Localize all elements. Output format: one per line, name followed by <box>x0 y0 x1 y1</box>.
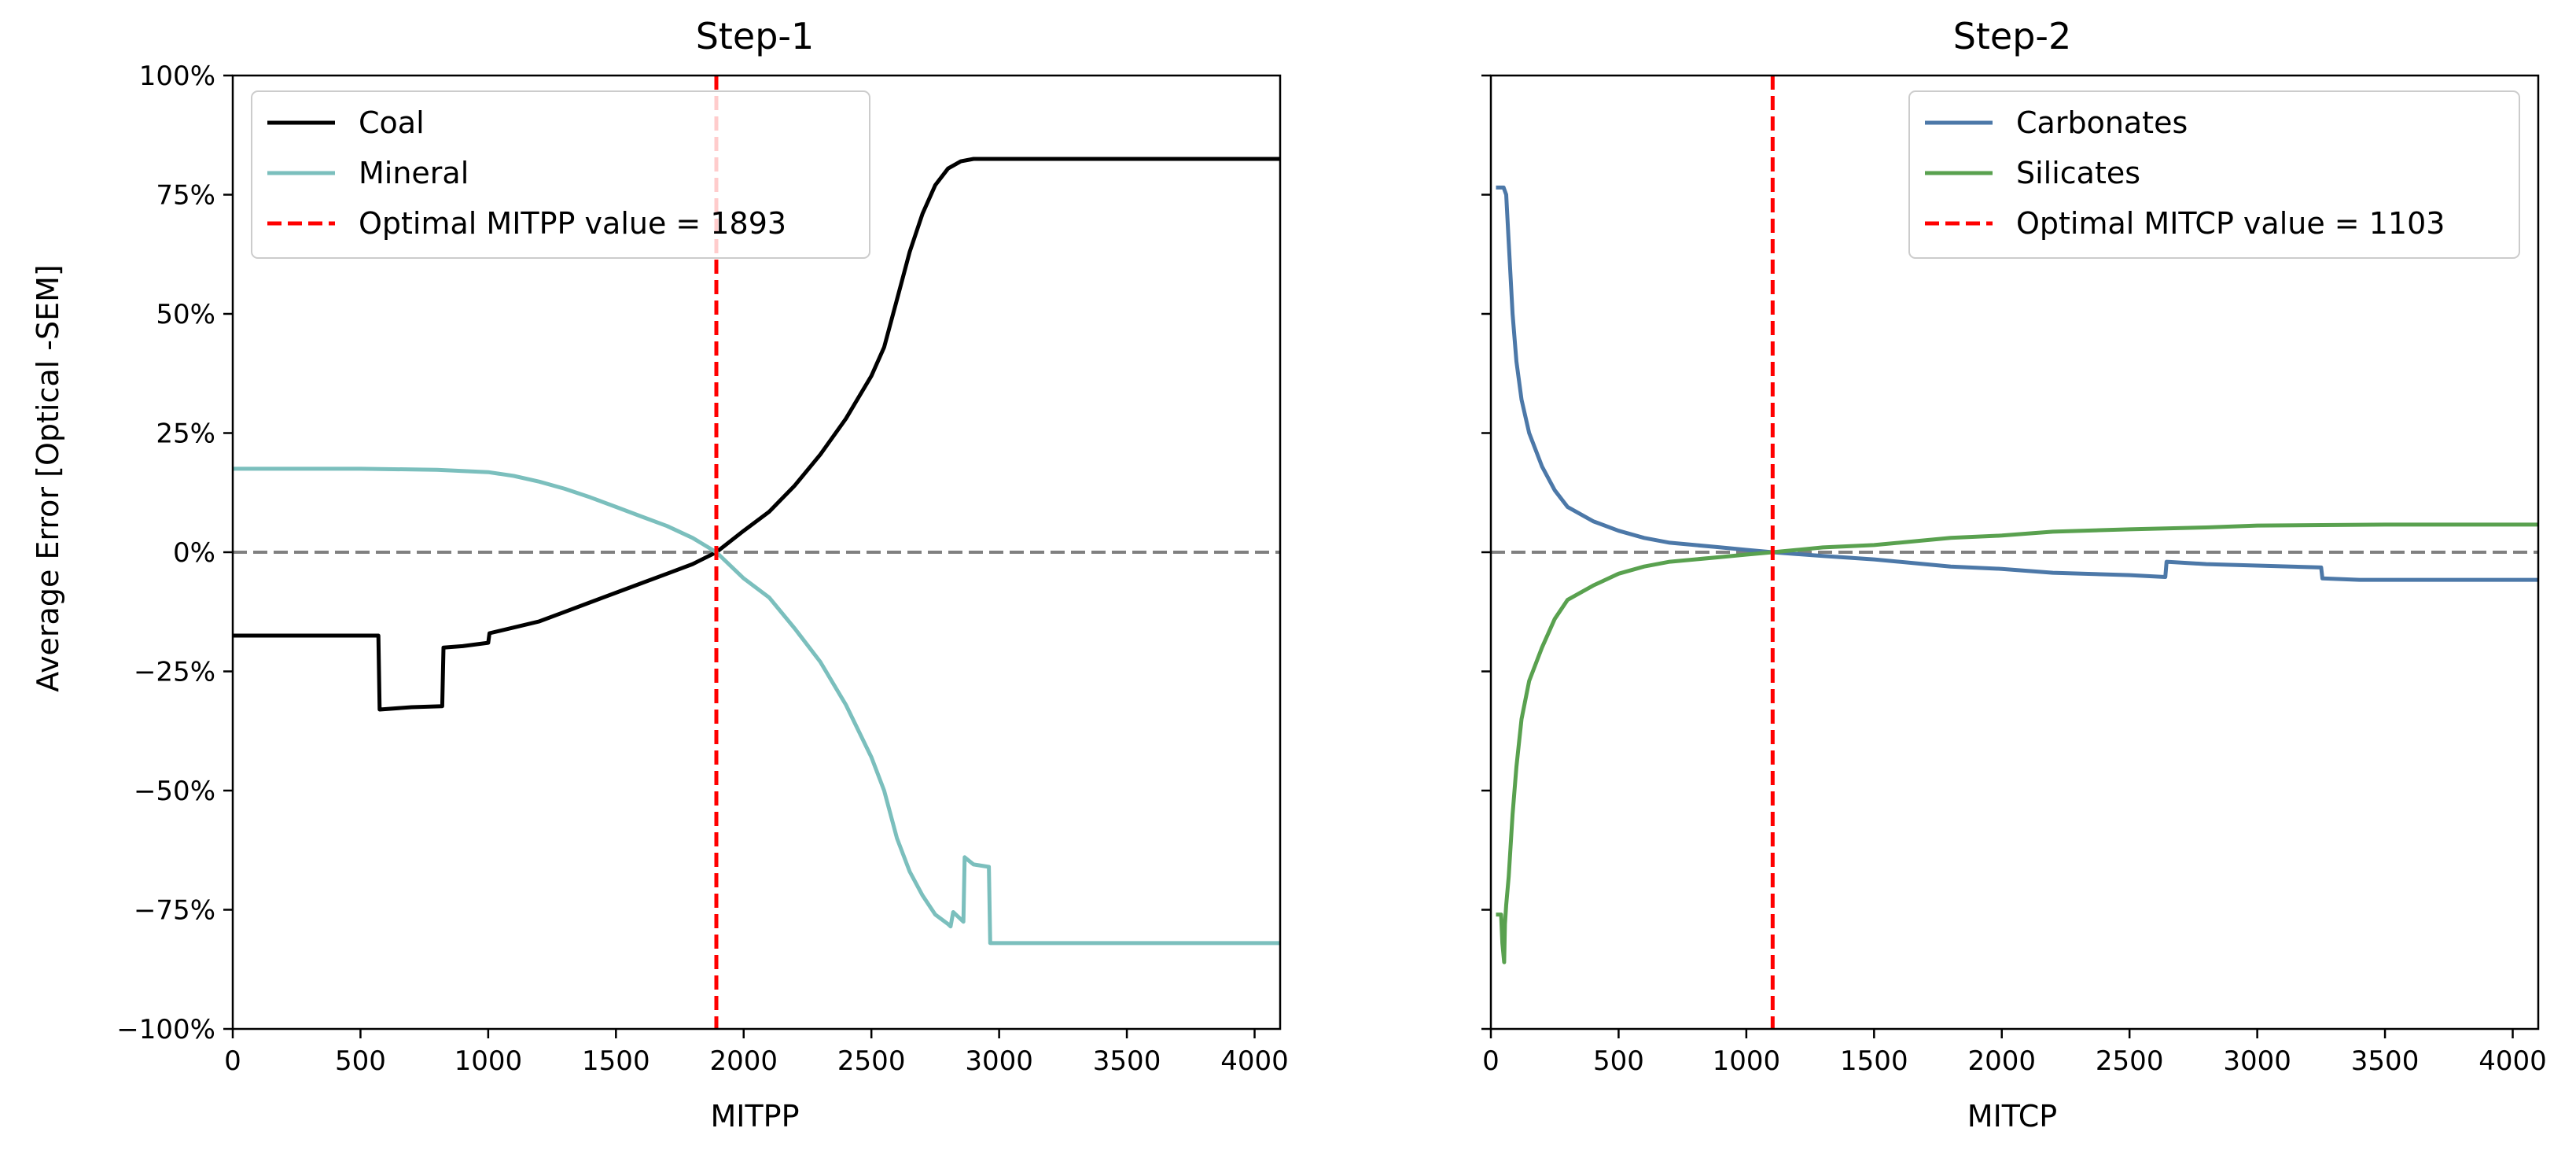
legend: Carbonates Silicates Optimal MITCP value =… <box>1908 90 2520 259</box>
x-tick-label: 1000 <box>1713 1045 1781 1077</box>
x-tick-label: 1500 <box>582 1045 650 1077</box>
x-tick-label: 2500 <box>2096 1045 2164 1077</box>
step-2-panel: Step-2 0 500 1000 1500 2000 2500 3000 3500 4000 C… <box>1481 15 2547 1134</box>
y-tick-label: −100% <box>116 1014 215 1045</box>
y-tick-label: 50% <box>156 299 215 330</box>
step-1-y-axis-label: Average Error [Optical -SEM] <box>31 264 65 691</box>
x-tick-label: 500 <box>1593 1045 1644 1077</box>
x-tick-label: 4000 <box>2478 1045 2547 1077</box>
step-2-x-axis-label: MITCP <box>1967 1099 2057 1134</box>
series-line-coal <box>233 157 1280 712</box>
legend-label: Optimal MITCP value = 1103 <box>2016 206 2445 241</box>
y-tick-label: 75% <box>156 180 215 212</box>
x-tick-label: 3500 <box>1093 1045 1161 1077</box>
x-tick-label: 4000 <box>1220 1045 1289 1077</box>
x-tick-label: 1000 <box>454 1045 523 1077</box>
legend-label: Carbonates <box>2016 105 2188 140</box>
x-tick-label: 0 <box>1482 1045 1500 1077</box>
step-2-title: Step-2 <box>1953 15 2072 57</box>
series-line-carbonates <box>1496 185 2538 582</box>
y-tick-label: 0% <box>173 537 215 569</box>
legend-label: Coal <box>359 105 425 140</box>
legend-label: Mineral <box>359 156 469 190</box>
step-1-title: Step-1 <box>696 15 815 57</box>
step-1-x-axis-label: MITPP <box>710 1099 799 1134</box>
x-tick-label: 1500 <box>1840 1045 1908 1077</box>
series-line-mineral <box>233 466 1280 946</box>
legend: Coal Mineral Optimal MITPP value = 1893 <box>251 90 870 259</box>
x-tick-label: 500 <box>335 1045 386 1077</box>
x-tick-label: 3500 <box>2351 1045 2420 1077</box>
legend-box <box>251 90 870 259</box>
y-tick-label: 100% <box>139 61 215 92</box>
step-2-plot-area: 0 500 1000 1500 2000 2500 3000 3500 4000 Carbonat… <box>1481 74 2547 1077</box>
x-tick-label: 2500 <box>837 1045 906 1077</box>
x-tick-label: 3000 <box>965 1045 1033 1077</box>
x-tick-label: 3000 <box>2223 1045 2291 1077</box>
y-tick-label: −50% <box>134 776 215 807</box>
y-tick-label: 25% <box>156 418 215 450</box>
y-tick-label: −75% <box>134 895 215 927</box>
legend-label: Optimal MITPP value = 1893 <box>359 206 786 241</box>
y-tick-label: −25% <box>134 657 215 688</box>
step-1-panel: Step-1 0 500 1000 1500 2000 2500 3000 3500 4000 −… <box>31 15 1289 1134</box>
series-line-silicates <box>1496 522 2538 964</box>
legend-box <box>1908 90 2520 259</box>
x-tick-label: 2000 <box>1967 1045 2036 1077</box>
x-tick-label: 0 <box>224 1045 241 1077</box>
step-1-plot-area: 0 500 1000 1500 2000 2500 3000 3500 4000 −100% −75… <box>116 61 1288 1077</box>
x-tick-label: 2000 <box>709 1045 778 1077</box>
legend-label: Silicates <box>2016 156 2140 190</box>
